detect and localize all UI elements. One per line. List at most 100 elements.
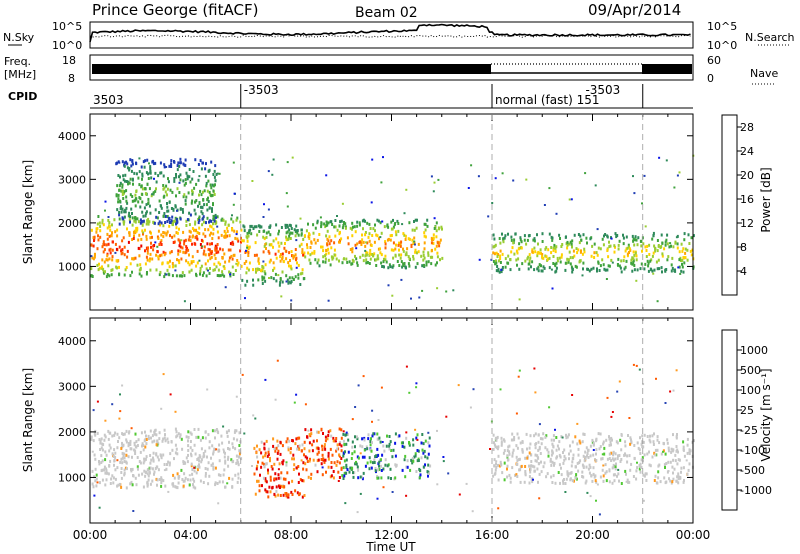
echo-cell [668, 477, 670, 481]
echo-cell [172, 473, 175, 477]
echo-cell [101, 221, 104, 225]
echo-cell [155, 443, 158, 447]
echo-cell [264, 263, 267, 267]
echo-cell [273, 477, 276, 481]
echo-cell [524, 465, 527, 468]
echo-cell [316, 261, 319, 265]
echo-cell [138, 183, 141, 187]
echo-cell [567, 258, 570, 262]
echo-cell [640, 239, 643, 243]
echo-cell [506, 475, 509, 479]
echo-cell [103, 433, 106, 437]
echo-cell [129, 262, 132, 266]
echo-cell [110, 477, 113, 481]
echo-cell [548, 406, 551, 409]
echo-cell [615, 462, 617, 466]
echo-cell [572, 457, 575, 460]
echo-cell [144, 262, 147, 266]
echo-cell [280, 295, 283, 298]
echo-cell [295, 224, 298, 228]
echo-cell [175, 231, 178, 235]
echo-cell [532, 478, 534, 481]
echo-cell [297, 233, 300, 237]
echo-cell [204, 234, 207, 238]
echo-cell [285, 249, 288, 253]
echo-cell [123, 468, 126, 472]
echo-cell [123, 190, 126, 194]
x-tick-label: 16:00 [475, 528, 510, 542]
echo-cell [231, 257, 234, 261]
echo-cell [653, 244, 656, 248]
echo-cell [589, 465, 592, 469]
echo-cell [567, 472, 570, 476]
echo-cell [351, 452, 354, 456]
echo-cell [383, 225, 386, 229]
echo-cell [177, 481, 180, 485]
echo-cell [177, 238, 180, 242]
echo-cell [568, 250, 571, 254]
echo-cell [168, 224, 171, 228]
echo-cell [135, 440, 138, 444]
echo-cell [169, 452, 172, 456]
echo-cell [305, 229, 308, 233]
echo-cell [218, 172, 221, 175]
echo-cell [221, 248, 224, 252]
echo-cell [333, 461, 336, 465]
echo-cell [556, 259, 559, 263]
echo-cell [179, 241, 182, 245]
echo-cell [141, 172, 144, 176]
echo-cell [201, 223, 204, 227]
echo-cell [555, 261, 558, 265]
echo-cell [252, 227, 255, 230]
echo-cell [407, 255, 410, 259]
echo-cell [317, 430, 320, 434]
y-tick-label: 3000 [58, 173, 86, 186]
echo-cell [150, 176, 153, 180]
echo-cell [490, 258, 493, 261]
echo-cell [128, 430, 131, 434]
echo-cell [345, 463, 348, 467]
echo-cell [179, 178, 182, 182]
echo-cell [633, 253, 636, 257]
echo-cell [127, 182, 129, 186]
echo-cell [149, 236, 152, 240]
echo-cell [550, 438, 553, 442]
echo-cell [341, 226, 344, 230]
echo-cell [255, 451, 258, 455]
echo-cell [218, 480, 221, 484]
echo-cell [235, 454, 238, 458]
echo-cell [101, 245, 104, 249]
echo-cell [213, 175, 216, 179]
echo-cell [281, 280, 284, 284]
echo-cell [202, 252, 205, 256]
echo-cell [589, 495, 592, 498]
echo-cell [379, 458, 382, 462]
echo-cell [285, 238, 288, 242]
echo-cell [339, 238, 341, 242]
echo-cell [427, 463, 430, 467]
echo-cell [552, 445, 555, 449]
echo-cell [545, 434, 548, 438]
echo-cell [215, 173, 218, 176]
echo-cell [176, 434, 179, 438]
echo-cell [517, 436, 520, 440]
echo-cell [186, 246, 188, 250]
echo-cell [351, 445, 354, 449]
echo-cell [545, 475, 548, 479]
echo-cell [367, 235, 370, 239]
echo-cell [565, 436, 568, 440]
echo-cell [412, 459, 415, 463]
echo-cell [529, 464, 532, 468]
nsky-label: N.Sky [3, 31, 35, 44]
echo-cell [158, 211, 161, 214]
echo-cell [601, 453, 604, 456]
echo-cell [371, 441, 373, 445]
echo-cell [183, 193, 186, 197]
echo-cell [671, 266, 674, 270]
echo-cell [417, 242, 420, 246]
echo-cell [241, 278, 244, 282]
echo-cell [673, 186, 676, 189]
echo-cell [552, 246, 555, 250]
echo-cell [510, 238, 513, 242]
echo-cell [188, 211, 191, 215]
